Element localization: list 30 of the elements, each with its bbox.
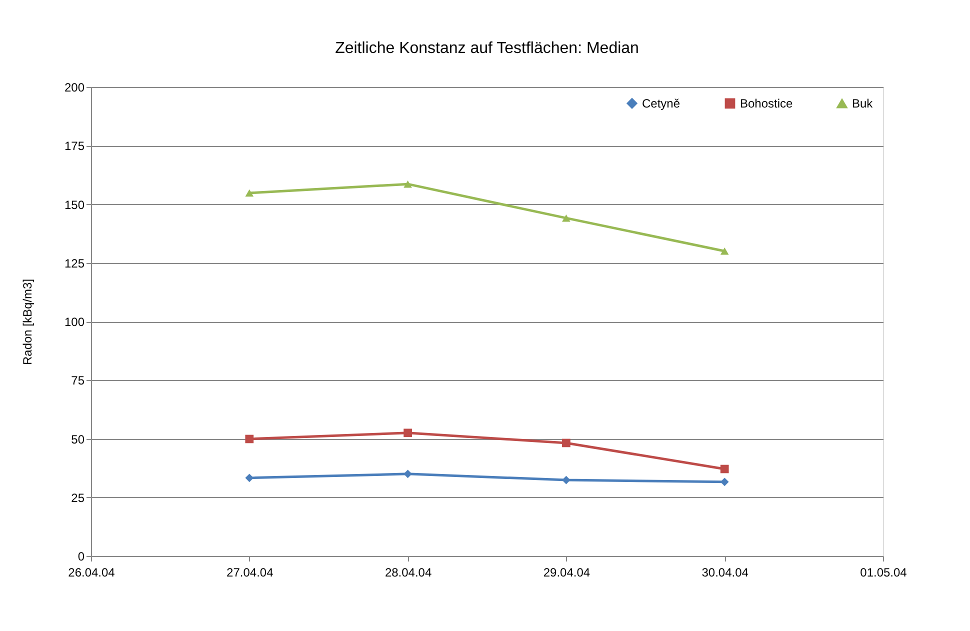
x-tick-label: 28.04.04 xyxy=(384,566,432,580)
y-tick-label: 0 xyxy=(78,550,85,564)
point xyxy=(404,470,412,478)
point xyxy=(562,438,570,448)
x-tick-label: 30.04.04 xyxy=(702,566,749,580)
legend-label: Bohostice xyxy=(740,96,794,110)
chart-title: Zeitliche Konstanz auf Testflächen: Median xyxy=(335,40,639,57)
legend-label: Cetyně xyxy=(642,96,680,110)
y-tick-label: 100 xyxy=(64,315,85,329)
point xyxy=(562,476,570,484)
y-tick-label: 150 xyxy=(64,198,85,212)
legend-label: Buk xyxy=(852,96,874,111)
point xyxy=(404,428,412,438)
x-tick-label: 26.04.04 xyxy=(68,566,116,580)
point xyxy=(404,180,412,188)
x-tick-label: 27.04.04 xyxy=(226,566,274,580)
y-tick-label: 25 xyxy=(71,490,85,505)
y-tick-label: 175 xyxy=(64,139,85,154)
point xyxy=(562,214,570,222)
y-tick-label: 200 xyxy=(64,80,85,94)
y-tick-label: 75 xyxy=(71,374,85,388)
point xyxy=(720,248,729,255)
y-tick-label: 50 xyxy=(71,432,85,446)
point xyxy=(720,464,729,474)
x-tick-label: 01.05.04 xyxy=(860,566,908,580)
y-axis-title: Radon [kBq/m3] xyxy=(20,278,34,366)
point xyxy=(245,189,254,197)
point xyxy=(245,434,254,444)
y-tick-label: 125 xyxy=(64,256,85,270)
x-tick-label: 29.04.04 xyxy=(543,566,590,580)
